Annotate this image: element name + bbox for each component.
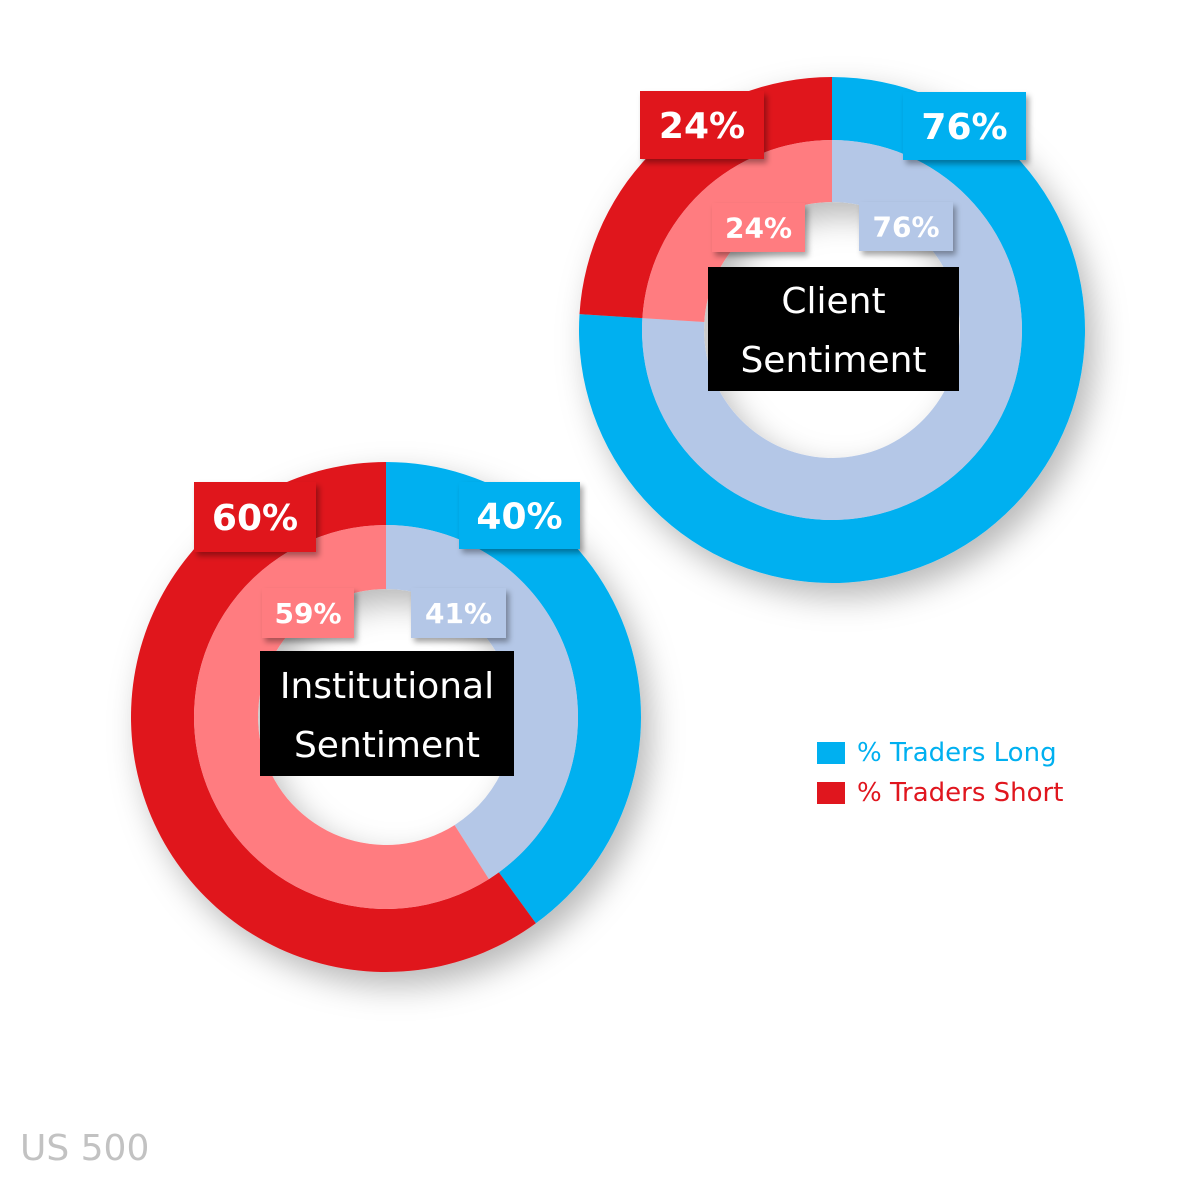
inner-short-label: 24% [712, 203, 805, 252]
outer-short-label-text: 24% [659, 106, 745, 147]
legend-swatch-long [817, 742, 845, 764]
outer-short-label-box [194, 482, 316, 552]
outer-ring-long-slice [386, 462, 642, 924]
inner-short-label-box [712, 203, 805, 252]
center-title-line: Institutional [280, 666, 494, 707]
legend-label-short: % Traders Short [857, 778, 1064, 808]
inner-long-label: 76% [859, 202, 953, 251]
outer-short-label: 24% [640, 91, 764, 159]
legend-item-long: % Traders Long [817, 733, 1063, 773]
outer-long-label-text: 40% [476, 496, 562, 537]
donut-institutional: 60% 40% 59% 41% Institutional Sentiment [131, 462, 642, 972]
outer-ring-short-slice [131, 462, 536, 972]
legend: % Traders Long % Traders Short [817, 733, 1063, 813]
inner-long-label-text: 76% [872, 211, 939, 244]
legend-label-long: % Traders Long [857, 738, 1057, 768]
center-title-box [260, 651, 514, 776]
legend-item-short: % Traders Short [817, 773, 1063, 813]
outer-short-label-text: 60% [212, 498, 298, 539]
outer-long-label: 76% [903, 92, 1026, 160]
inner-short-label-text: 59% [274, 597, 341, 630]
inner-short-label-box [262, 588, 354, 638]
outer-short-label: 60% [194, 482, 316, 552]
inner-short-label-text: 24% [725, 212, 792, 245]
center-title-box [708, 267, 959, 391]
outer-long-label: 40% [459, 482, 580, 549]
inner-ring-long-slice [386, 525, 579, 880]
outer-ring-short-slice [579, 77, 832, 319]
outer-long-label-text: 76% [921, 107, 1007, 148]
legend-swatch-short [817, 782, 845, 804]
center-title-line: Client [781, 281, 885, 322]
inner-short-label: 59% [262, 588, 354, 638]
symbol-label: US 500 [20, 1128, 150, 1169]
outer-long-label-box [903, 92, 1026, 160]
center-title-line: Sentiment [740, 340, 926, 381]
inner-long-label: 41% [411, 588, 506, 638]
inner-long-label-text: 41% [425, 597, 492, 630]
inner-long-label-box [411, 588, 506, 638]
outer-long-label-box [459, 482, 580, 549]
donut-client: 24% 76% 24% 76% Client Sentiment [579, 77, 1085, 583]
outer-short-label-box [640, 91, 764, 159]
inner-long-label-box [859, 202, 953, 251]
center-title-line: Sentiment [294, 725, 480, 766]
